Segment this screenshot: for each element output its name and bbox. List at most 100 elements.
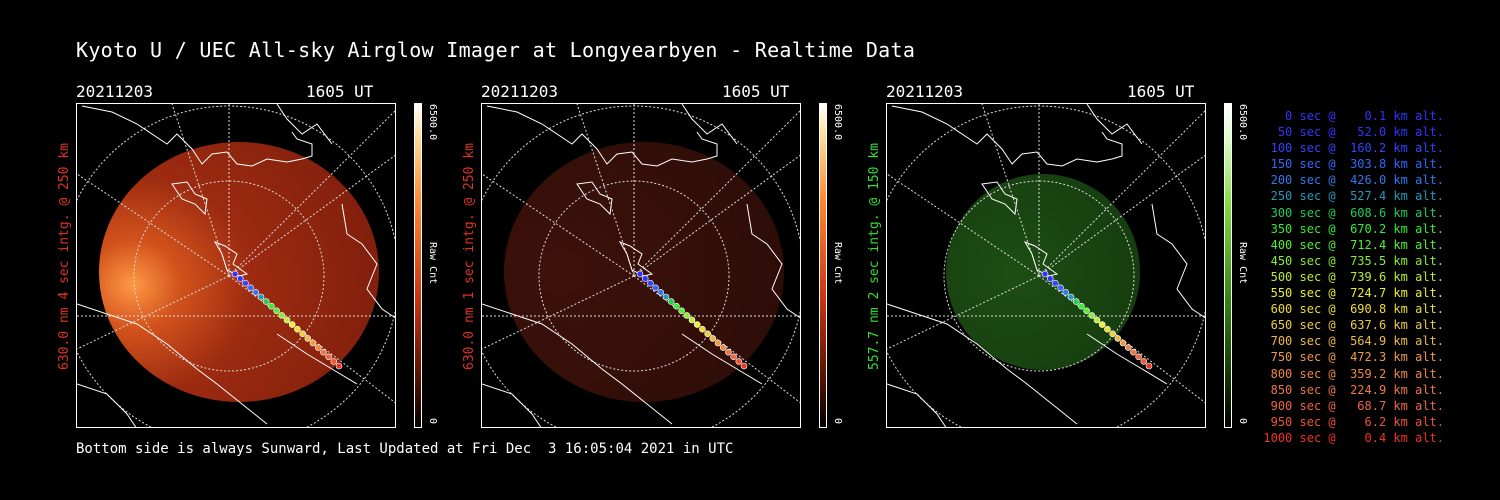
trajectory-point	[667, 298, 675, 305]
panel-1-ylabel: 630.0 nm 4 sec intg. @ 250 km	[57, 143, 72, 370]
trajectory-point	[730, 353, 737, 361]
panel-2-colorbar-min: 0	[832, 418, 843, 425]
panel-1-colorbar-min: 0	[427, 418, 438, 425]
allsky-image	[99, 142, 379, 402]
panel-3-ylabel: 557.7 nm 2 sec intg. @ 150 km	[867, 143, 882, 370]
trajectory-point	[1057, 284, 1064, 292]
trajectory-point	[693, 321, 701, 328]
trajectory-point	[299, 330, 306, 338]
trajectory-point	[641, 275, 649, 282]
trajectory-point	[647, 279, 654, 287]
trajectory-point	[294, 325, 301, 333]
legend-row: 300 sec @ 608.6 km alt.	[1263, 205, 1444, 220]
trajectory-point	[719, 344, 727, 351]
legend-row: 0 sec @ 0.1 km alt.	[1263, 109, 1444, 123]
trajectory-point	[1046, 275, 1054, 282]
trajectory-point	[257, 293, 265, 301]
trajectory-point	[740, 362, 748, 370]
trajectory-point	[699, 325, 706, 333]
trajectory-point	[673, 302, 680, 310]
trajectory-point	[704, 330, 711, 338]
trajectory-point	[1083, 307, 1090, 315]
trajectory-point	[288, 321, 296, 328]
trajectory-point	[725, 348, 732, 356]
panel-1-time: 1605 UT	[306, 82, 374, 101]
trajectory-point	[304, 335, 312, 342]
trajectory-point	[325, 353, 332, 361]
legend-row: 700 sec @ 564.9 km alt.	[1263, 334, 1444, 349]
trajectory-point	[1109, 330, 1116, 338]
trajectory-point	[236, 275, 244, 282]
panel-2-colorbar-max: 6500.0	[832, 104, 843, 141]
footer-status: Bottom side is always Sunward, Last Upda…	[76, 441, 734, 457]
trajectory-point	[242, 279, 249, 287]
panel-1-date: 20211203	[76, 82, 154, 101]
trajectory-point	[1093, 316, 1101, 324]
legend-row: 50 sec @ 52.0 km alt.	[1263, 125, 1444, 140]
legend-row: 400 sec @ 712.4 km alt.	[1263, 237, 1444, 252]
legend-row: 750 sec @ 472.3 km alt.	[1263, 350, 1444, 365]
trajectory-point	[1067, 293, 1075, 301]
panel-1-image	[76, 103, 396, 428]
trajectory-point	[1052, 279, 1059, 287]
trajectory-point	[252, 289, 260, 296]
trajectory-point	[1130, 348, 1137, 356]
legend-row: 500 sec @ 739.6 km alt.	[1263, 269, 1444, 284]
trajectory-point	[1124, 344, 1132, 351]
trajectory-point	[688, 316, 696, 324]
legend-row: 650 sec @ 637.6 km alt.	[1263, 318, 1444, 333]
legend-row: 800 sec @ 359.2 km alt.	[1263, 366, 1444, 381]
trajectory-point	[278, 312, 286, 319]
legend-row: 950 sec @ 6.2 km alt.	[1263, 414, 1444, 429]
legend-row: 150 sec @ 303.8 km alt.	[1263, 157, 1444, 172]
panel-1-colorbar-max: 6500.0	[427, 104, 438, 141]
panel-3-time: 1605 UT	[1127, 82, 1195, 101]
panel-3-colorbar	[1224, 103, 1232, 428]
trajectory-point	[636, 270, 644, 278]
legend-row: 1000 sec @ 0.4 km alt.	[1263, 430, 1444, 445]
panel-2-ylabel: 630.0 nm 1 sec intg. @ 250 km	[462, 143, 477, 370]
legend-row: 450 sec @ 735.5 km alt.	[1263, 253, 1444, 268]
trajectory-point	[320, 348, 327, 356]
trajectory-point	[1140, 358, 1148, 365]
trajectory-point	[1041, 270, 1049, 278]
panel-3-colorbar-max: 6500.0	[1237, 104, 1248, 141]
trajectory-point	[1072, 298, 1080, 305]
trajectory-point	[330, 358, 338, 365]
trajectory-point	[662, 293, 670, 301]
panel-3-date: 20211203	[886, 82, 964, 101]
trajectory-point	[1088, 312, 1096, 319]
trajectory-point	[231, 270, 239, 278]
panel-2-colorbar	[819, 103, 827, 428]
legend-row: 200 sec @ 426.0 km alt.	[1263, 173, 1444, 188]
legend-row: 850 sec @ 224.9 km alt.	[1263, 382, 1444, 397]
panel-2-date: 20211203	[481, 82, 559, 101]
panel-1-colorbar-unit: Raw Cnt	[427, 242, 438, 285]
trajectory-point	[678, 307, 685, 315]
legend-row: 350 sec @ 670.2 km alt.	[1263, 221, 1444, 236]
trajectory-point	[1098, 321, 1106, 328]
panel-1-colorbar	[414, 103, 422, 428]
trajectory-point	[262, 298, 270, 305]
trajectory-point	[1114, 335, 1122, 342]
legend-row: 100 sec @ 160.2 km alt.	[1263, 141, 1444, 156]
trajectory-point	[1062, 289, 1070, 296]
panel-2-time: 1605 UT	[722, 82, 790, 101]
panel-3-colorbar-min: 0	[1237, 418, 1248, 425]
trajectory-point	[683, 312, 691, 319]
legend-row: 550 sec @ 724.7 km alt.	[1263, 286, 1444, 301]
legend-row: 250 sec @ 527.4 km alt.	[1263, 189, 1444, 204]
panel-2-image	[481, 103, 801, 428]
legend-row: 600 sec @ 690.8 km alt.	[1263, 302, 1444, 317]
panel-3-colorbar-unit: Raw Cnt	[1237, 242, 1248, 285]
panel-2-colorbar-unit: Raw Cnt	[832, 242, 843, 285]
trajectory-point	[714, 339, 722, 347]
trajectory-legend: 0 sec @ 0.1 km alt. 50 sec @ 52.0 km alt…	[1262, 108, 1444, 446]
trajectory-point	[652, 284, 659, 292]
trajectory-point	[273, 307, 280, 315]
trajectory-point	[309, 339, 317, 347]
trajectory-point	[268, 302, 275, 310]
trajectory-point	[283, 316, 291, 324]
trajectory-point	[247, 284, 254, 292]
trajectory-point	[1135, 353, 1142, 361]
